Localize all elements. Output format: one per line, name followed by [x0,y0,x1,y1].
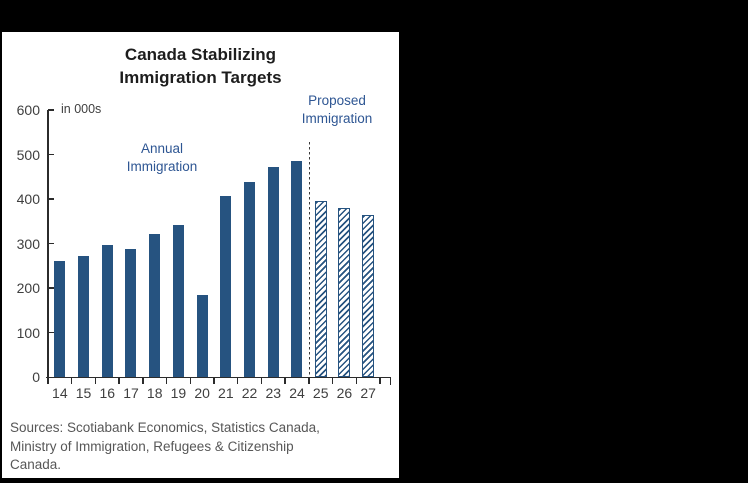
x-axis-tick [70,377,73,384]
x-axis-label: 23 [265,385,282,401]
x-axis-tick [379,377,381,384]
y-axis-tick-label: 500 [16,146,40,163]
x-axis-tick [236,377,239,384]
bar-25 [314,201,327,377]
bar-19 [172,225,184,377]
x-axis-tick [118,377,120,384]
x-axis-line [46,376,391,378]
x-axis-tick [284,377,286,384]
x-axis-label: 16 [99,385,116,401]
x-axis-label: 17 [123,385,139,401]
y-axis-tick-label: 600 [16,102,40,118]
x-axis-tick [47,377,49,384]
y-axis-tick [48,153,54,156]
y-axis-tick [48,331,54,334]
bar-14 [54,261,66,377]
forecast-divider-line [308,142,310,377]
x-axis-label: 14 [52,385,68,401]
y-axis-tick-label: 100 [16,324,40,341]
x-axis-tick [213,377,215,384]
y-axis-line [47,110,49,379]
chart-panel: Canada Stabilizing Immigration Targets i… [2,32,399,478]
x-axis-label: 15 [75,385,92,401]
x-axis-tick [355,377,358,384]
x-axis-label: 19 [170,385,187,401]
x-axis-end-cap [389,377,391,385]
x-axis-tick [308,377,310,384]
y-axis-units-label: in 000s [61,102,102,116]
x-axis-label: 21 [218,385,234,401]
x-axis-label: 27 [360,385,376,401]
bar-27 [362,214,375,377]
bar-15 [78,255,90,377]
x-axis-label: 22 [241,385,258,401]
bar-16 [101,245,113,377]
y-axis-tick [48,287,54,289]
y-axis-tick-label: 200 [16,280,40,296]
y-axis-tick [48,198,54,200]
x-axis-label: 18 [146,385,163,401]
bar-18 [149,234,161,377]
y-axis-tick-label: 400 [16,191,40,207]
bar-26 [338,207,351,377]
bar-17 [125,249,137,377]
annual-immigration-series-label: Annual Immigration [126,141,198,174]
bar-22 [244,182,256,377]
y-axis-tick [48,109,54,111]
bar-24 [291,161,303,377]
y-axis-tick [48,242,54,245]
x-axis-label: 25 [312,385,329,401]
x-axis-label: 20 [194,385,210,401]
sources-note: Sources: Scotiabank Economics, Statistic… [10,420,320,472]
x-axis-tick [260,377,263,384]
x-axis-tick [142,377,144,384]
x-axis-label: 24 [289,385,305,401]
bar-20 [196,294,208,377]
x-axis-label: 26 [336,385,353,401]
x-axis-tick [189,377,192,384]
proposed-immigration-series-label: Proposed Immigration [301,93,373,126]
x-axis-tick [331,377,334,384]
y-axis-tick-label: 300 [16,235,40,252]
y-axis-tick-label: 0 [32,369,40,385]
plot-area: in 000s Annual Immigration Proposed Immi… [2,32,399,478]
x-axis-tick [94,377,97,384]
chart-title: Canada Stabilizing Immigration Targets [119,45,282,87]
bar-21 [220,196,232,377]
bar-23 [267,166,279,377]
x-axis-tick [165,377,168,384]
